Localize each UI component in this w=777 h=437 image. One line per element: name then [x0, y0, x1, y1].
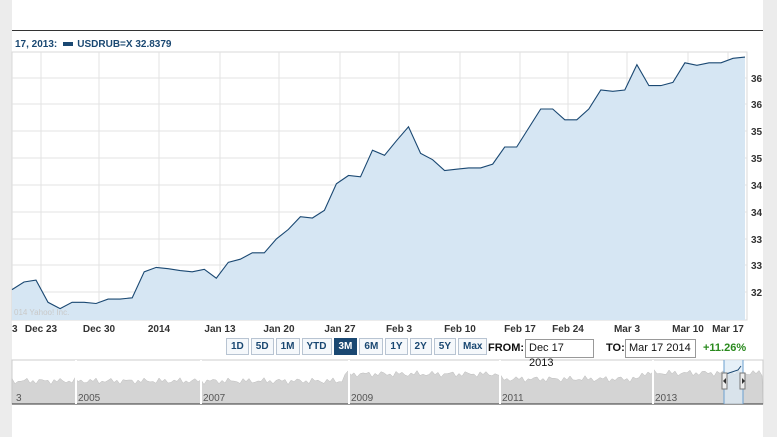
navigator-year-label: 2007 — [203, 393, 226, 404]
x-tick-label: Feb 3 — [386, 324, 413, 335]
navigator-year-label: 2011 — [502, 393, 524, 404]
y-tick-label: 35 — [751, 127, 763, 138]
change-percent: +11.26% — [703, 342, 747, 354]
copyright-watermark: 014 Yahoo! Inc. — [14, 308, 70, 317]
x-tick-label: Dec 23 — [25, 324, 58, 335]
legend-swatch — [63, 42, 74, 47]
x-tick-label: Jan 13 — [204, 324, 236, 335]
y-tick-label: 33 — [751, 261, 763, 272]
x-tick-label: Feb 24 — [552, 324, 584, 335]
x-tick-label: Jan 20 — [263, 324, 295, 335]
range-buttons: 1D 5D 1M YTD 3M 6M 1Y 2Y 5Y Max — [226, 338, 489, 355]
navigator-handle-arrow-icon — [723, 378, 726, 384]
navigator-selection — [724, 360, 743, 404]
y-tick-label: 32 — [751, 288, 763, 299]
range-button-ytd[interactable]: YTD — [301, 338, 332, 355]
x-tick-label: 2014 — [148, 324, 171, 335]
series-area-usdrub — [12, 57, 745, 320]
y-tick-label: 36 — [751, 100, 763, 111]
x-tick-label: Mar 3 — [614, 324, 641, 335]
range-button-5y[interactable]: 5Y — [433, 338, 457, 355]
to-date-input[interactable]: Mar 17 2014 — [625, 339, 696, 358]
legend-value: 32.8379 — [135, 39, 172, 50]
navigator-selection-line — [725, 365, 742, 375]
from-date-input[interactable]: Dec 17 2013 — [525, 339, 594, 369]
x-tick-label: Feb 10 — [444, 324, 476, 335]
x-tick-label: Mar 17 — [712, 324, 744, 335]
range-button-1d[interactable]: 1D — [226, 338, 249, 355]
range-button-2y[interactable]: 2Y — [409, 338, 432, 355]
navigator-area — [11, 369, 764, 405]
x-tick-label: Feb 17 — [504, 324, 536, 335]
range-button-1y[interactable]: 1Y — [385, 338, 408, 355]
series-line-usdrub — [11, 56, 746, 310]
navigator-year-label: 2005 — [78, 393, 101, 404]
x-tick-label: Dec 30 — [83, 324, 116, 335]
chart-top-border — [12, 30, 763, 31]
navigator-year-label: 3 — [16, 393, 22, 404]
y-tick-label: 36 — [751, 74, 763, 85]
to-label: TO: — [606, 342, 625, 354]
y-tick-label: 34 — [751, 181, 763, 192]
y-tick-label: 35 — [751, 154, 763, 165]
chart-legend: 17, 2013: USDRUB=X 32.8379 — [15, 39, 172, 50]
y-tick-label: 33 — [751, 235, 763, 246]
x-tick-label: Jan 27 — [324, 324, 356, 335]
range-button-5d[interactable]: 5D — [250, 338, 274, 355]
legend-symbol: USDRUB=X — [77, 39, 133, 50]
range-button-6m[interactable]: 6M — [359, 338, 384, 355]
from-label: FROM: — [488, 342, 525, 354]
x-tick-label: Mar 10 — [672, 324, 704, 335]
x-tick-label: 3 — [12, 324, 18, 335]
navigator-handle-arrow-icon — [742, 378, 745, 384]
range-button-1m[interactable]: 1M — [275, 338, 300, 355]
navigator-year-label: 2009 — [351, 393, 374, 404]
range-button-3m[interactable]: 3M — [333, 338, 358, 355]
range-button-max[interactable]: Max — [458, 338, 488, 355]
legend-date: 17, 2013: — [15, 39, 58, 50]
navigator-year-label: 2013 — [655, 393, 678, 404]
y-tick-label: 34 — [751, 208, 763, 219]
